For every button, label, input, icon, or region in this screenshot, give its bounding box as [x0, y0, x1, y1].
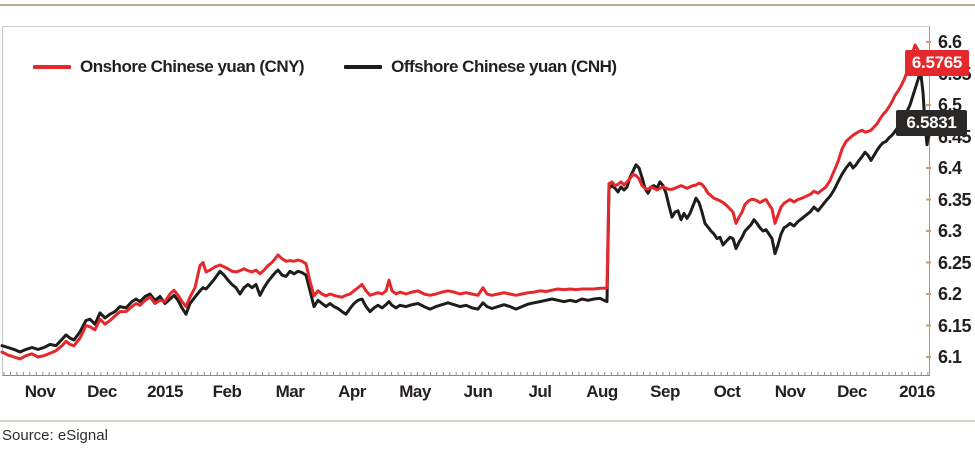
x-tick-label: Feb: [212, 382, 242, 401]
y-tick-label: 6.6: [938, 32, 962, 52]
cny-price-line: [0, 43, 931, 361]
y-tick-label: 6.35: [938, 189, 972, 210]
chart-legend: Onshore Chinese yuan (CNY) Offshore Chin…: [33, 57, 617, 77]
x-tick-label: Nov: [774, 382, 806, 401]
y-tick-label: 6.1: [938, 347, 962, 367]
x-tick-label: Dec: [87, 382, 117, 401]
plot-area-frame: [2, 26, 930, 376]
x-tick-label: Mar: [275, 382, 305, 401]
source-divider: [0, 420, 975, 422]
cny-line-swatch: [33, 65, 71, 69]
y-tick-label: 6.3: [938, 221, 962, 241]
x-tick-label: Dec: [837, 382, 867, 401]
x-axis-minor-ticks: [3, 372, 929, 376]
x-tick-label: May: [399, 382, 431, 401]
cnh-last-price-tag: 6.5831: [896, 110, 967, 136]
x-tick-label: Oct: [713, 382, 741, 401]
x-tick-label: Jun: [463, 382, 493, 401]
x-tick-label: Nov: [24, 382, 56, 401]
x-tick-label: 2016: [899, 382, 935, 401]
y-tick-label: 6.2: [938, 284, 962, 304]
cnh-price-line: [0, 73, 931, 354]
cnh-legend-label: Offshore Chinese yuan (CNH): [391, 57, 617, 76]
cnh-line-swatch: [344, 65, 383, 69]
y-tick-label: 6.25: [938, 252, 972, 273]
y-tick-label: 6.4: [938, 158, 962, 178]
x-tick-label: 2015: [147, 382, 183, 401]
y-axis-ticks: [926, 41, 931, 358]
source-label: Source: eSignal: [2, 427, 108, 444]
x-tick-label: Aug: [586, 382, 618, 401]
cny-legend-label: Onshore Chinese yuan (CNY): [80, 57, 305, 76]
x-tick-label: Apr: [338, 382, 366, 401]
x-tick-label: Jul: [528, 382, 552, 401]
top-border-line: [0, 4, 975, 6]
x-tick-label: Sep: [650, 382, 680, 401]
cny-last-price-tag: 6.5765: [905, 50, 969, 76]
y-tick-label: 6.15: [938, 315, 972, 336]
